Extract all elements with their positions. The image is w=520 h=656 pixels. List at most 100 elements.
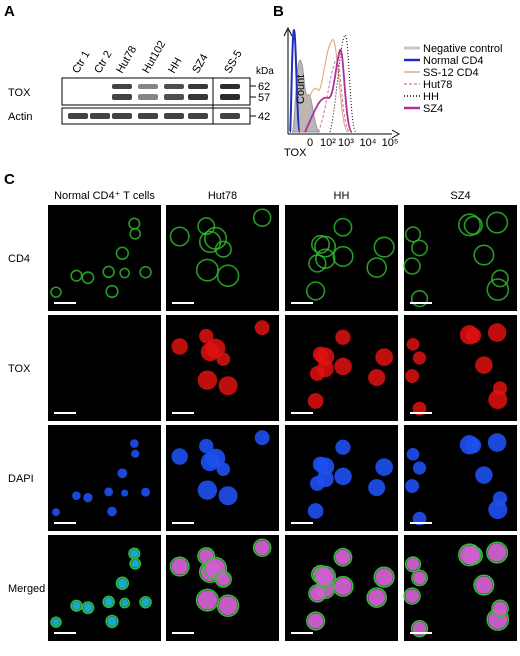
column-header: Normal CD4⁺ T cells — [54, 190, 155, 202]
cell — [335, 329, 351, 345]
cell — [141, 487, 151, 497]
cell — [130, 549, 139, 558]
cell — [119, 267, 131, 279]
cell — [139, 265, 152, 279]
cell — [335, 549, 351, 565]
cell — [459, 325, 480, 345]
legend-label: Negative control — [423, 43, 503, 55]
cell — [169, 556, 190, 577]
cell — [72, 491, 81, 501]
cell — [195, 258, 219, 282]
cell — [252, 538, 272, 557]
cell — [115, 246, 130, 260]
legend-label: SZ4 — [423, 103, 443, 115]
cell — [411, 239, 428, 257]
cell — [335, 439, 351, 455]
cell — [410, 619, 429, 638]
micrograph — [166, 205, 279, 311]
cell — [487, 543, 507, 562]
cell — [102, 595, 115, 609]
cell — [307, 503, 324, 519]
cell — [473, 244, 495, 266]
cell — [105, 284, 119, 299]
cell — [309, 476, 325, 491]
cell — [107, 616, 117, 627]
band — [188, 94, 208, 100]
cell — [334, 577, 352, 596]
cell — [491, 269, 509, 288]
legend-label: SS-12 CD4 — [423, 67, 479, 79]
band — [112, 94, 132, 100]
tox-blot — [61, 77, 251, 106]
row-label: TOX — [8, 87, 31, 99]
cell — [491, 599, 509, 618]
cell — [475, 466, 493, 484]
cell — [254, 320, 270, 336]
micrograph — [48, 205, 161, 311]
cell — [102, 265, 115, 279]
axis-arrow — [391, 129, 401, 139]
band — [138, 113, 158, 119]
cell — [458, 543, 482, 567]
cell — [104, 597, 114, 607]
cell — [104, 487, 114, 497]
cell — [315, 457, 335, 476]
cell — [406, 448, 420, 461]
cell — [405, 479, 420, 493]
marker: 62 — [258, 81, 270, 93]
band — [164, 84, 184, 89]
panel-label: A — [4, 3, 15, 20]
legend-label: Hut78 — [423, 79, 452, 91]
cell — [83, 603, 93, 613]
cell — [216, 352, 231, 367]
band — [164, 113, 184, 119]
cell — [254, 430, 270, 446]
cell — [218, 486, 238, 506]
cell — [50, 286, 62, 298]
cell — [214, 570, 232, 588]
cell — [139, 595, 152, 609]
kda-label: kDa — [256, 66, 274, 77]
cell — [366, 257, 388, 278]
cell — [375, 568, 393, 586]
cell — [458, 213, 482, 237]
lane-label: Ctr 1 — [70, 49, 92, 76]
cell — [487, 433, 507, 452]
cell — [311, 234, 331, 254]
cell — [131, 449, 140, 458]
x-tick-label: 10⁴ — [360, 137, 377, 149]
cell — [218, 596, 238, 616]
cell — [373, 236, 395, 258]
lane-label: SS-5 — [222, 48, 245, 75]
band — [164, 94, 184, 100]
cell — [171, 338, 188, 355]
cell — [404, 226, 422, 243]
cell — [305, 611, 326, 631]
cell — [411, 569, 428, 587]
cell — [486, 541, 509, 564]
cell — [404, 556, 422, 573]
row-label: CD4 — [8, 253, 30, 265]
cell — [119, 597, 131, 609]
cell — [368, 369, 386, 387]
micrograph — [285, 205, 398, 311]
cell — [197, 480, 218, 500]
cell — [405, 589, 420, 603]
cell — [52, 508, 60, 517]
cell — [128, 217, 141, 230]
cell — [128, 547, 141, 560]
micrograph — [48, 535, 161, 641]
x-ticks: 0 10² 10³ 10⁴ 10⁵ — [307, 137, 398, 149]
band — [138, 84, 158, 89]
cell — [309, 586, 325, 601]
cell — [405, 369, 420, 383]
column-header: HH — [334, 190, 350, 202]
cell — [216, 462, 231, 477]
cell — [197, 370, 218, 390]
cell — [131, 559, 140, 568]
cell — [130, 439, 139, 448]
axis-arrow — [283, 26, 293, 37]
cell — [403, 257, 421, 275]
